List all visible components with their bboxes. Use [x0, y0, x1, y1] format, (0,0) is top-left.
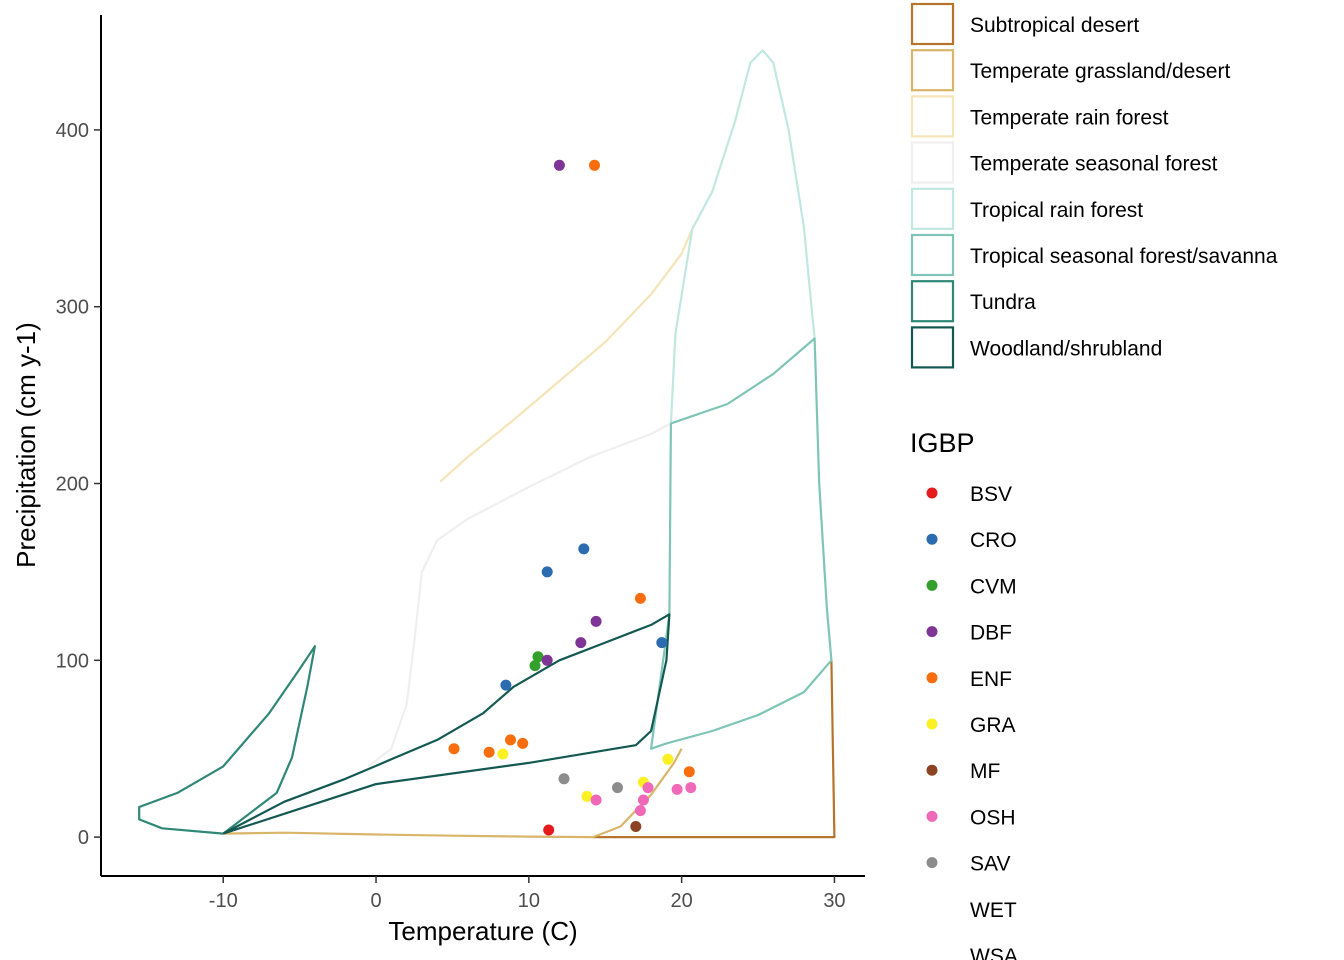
point-gra: [662, 753, 674, 765]
igbp-legend-key: [926, 672, 938, 684]
biome-outline-5: [669, 49, 816, 424]
x-axis-ticks: -10 0 10 20 30: [209, 876, 846, 912]
y-tick-label: 200: [56, 474, 89, 496]
x-tick-label: 10: [518, 890, 540, 912]
biome-legend-key: [910, 233, 955, 277]
point-bsv: [543, 824, 555, 836]
igbp-legend-key: [926, 487, 938, 499]
igbp-legend-key: [926, 626, 938, 638]
igbp-legend-label: GRA: [970, 714, 1016, 737]
y-axis-title: Precipitation (cm y-1): [11, 322, 41, 568]
biome-legend-key: [910, 141, 955, 184]
igbp-legend: BSV CRO CVM DBF ENF GRA MF OSH SAV WET WSA: [926, 483, 1018, 960]
igbp-legend-label: SAV: [970, 853, 1010, 876]
point-osh: [634, 805, 646, 817]
y-tick-label: 300: [56, 297, 89, 319]
point-enf: [634, 592, 646, 604]
igbp-legend-label: MF: [970, 760, 1000, 783]
biome-legend-label: Tropical seasonal forest/savanna: [970, 245, 1278, 268]
point-osh: [637, 794, 649, 806]
biome-legend-label: Tundra: [970, 291, 1036, 314]
point-cro: [656, 637, 668, 649]
biome-legend: Subtropical desert Temperate grassland/de…: [910, 2, 1278, 369]
y-tick-label: 100: [56, 650, 89, 672]
point-cro: [500, 679, 512, 691]
point-mf: [630, 821, 642, 832]
biome-legend-label: Subtropical desert: [970, 14, 1139, 37]
biome-legend-key: [910, 49, 955, 92]
igbp-legend-key: [926, 810, 938, 822]
igbp-legend-label: WSA: [970, 945, 1018, 960]
point-cvm: [532, 651, 544, 663]
biome-legend-key: [910, 95, 955, 138]
igbp-legend-label: ENF: [970, 668, 1012, 691]
igbp-legend-label: BSV: [970, 483, 1012, 506]
igbp-legend-label: DBF: [970, 622, 1012, 645]
biome-legend-label: Woodland/shrubland: [970, 337, 1162, 360]
point-cro: [541, 566, 553, 578]
biome-outline-8: [222, 613, 671, 835]
igbp-legend-label: CRO: [970, 529, 1017, 552]
igbp-legend-label: WET: [970, 899, 1017, 922]
biome-outline-7: [138, 645, 316, 835]
biome-legend-key: [910, 280, 955, 323]
x-axis-title: Temperature (C): [388, 916, 577, 946]
point-dbf: [575, 637, 587, 649]
y-tick-label: 400: [56, 120, 89, 142]
biome-outline-3: [439, 228, 694, 483]
point-sav: [558, 773, 570, 785]
point-cro: [578, 543, 590, 555]
igbp-legend-key: [926, 718, 938, 730]
point-sav: [612, 782, 623, 794]
biome-legend-key: [910, 326, 955, 369]
biome-legend-label: Temperate seasonal forest: [970, 153, 1218, 176]
biome-legend-label: Temperate rain forest: [970, 106, 1169, 129]
igbp-legend-key: [926, 764, 938, 776]
x-tick-label: -10: [209, 890, 238, 912]
x-tick-label: 20: [671, 890, 693, 912]
igbp-legend-key: [926, 579, 938, 591]
x-tick-label: 0: [370, 890, 381, 912]
point-enf: [448, 743, 460, 755]
igbp-legend-label: CVM: [970, 575, 1017, 598]
point-osh: [590, 794, 602, 806]
point-cvm: [529, 660, 541, 672]
point-gra: [581, 790, 593, 802]
point-enf: [483, 746, 495, 758]
biome-legend-key: [910, 187, 955, 230]
igbp-legend-label: OSH: [970, 806, 1016, 829]
igbp-legend-key: [926, 857, 938, 869]
point-gra: [497, 748, 509, 760]
point-osh: [685, 782, 697, 794]
igbp-legend-key: [926, 949, 938, 960]
y-axis-ticks: 0 100 200 300 400: [56, 120, 101, 849]
point-enf: [589, 159, 600, 171]
biome-outline-2: [223, 748, 683, 839]
biome-polygons: [138, 49, 836, 839]
point-enf: [683, 766, 695, 778]
biome-outline-4: [367, 422, 672, 768]
biome-legend-label: Temperate grassland/desert: [970, 60, 1230, 83]
x-tick-label: 30: [823, 890, 845, 912]
igbp-legend-key: [926, 533, 938, 545]
point-osh: [671, 783, 683, 795]
legend-title: IGBP: [910, 428, 975, 458]
igbp-legend-key: [926, 903, 938, 915]
point-enf: [517, 737, 529, 749]
biome-outline-6: [650, 337, 833, 750]
biome-legend-key: [910, 2, 955, 46]
biome-legend-label: Tropical rain forest: [970, 199, 1143, 222]
point-osh: [642, 782, 654, 794]
biome-outline-1: [593, 660, 836, 839]
point-dbf: [590, 615, 602, 627]
y-tick-label: 0: [78, 827, 89, 849]
point-dbf: [541, 654, 553, 666]
point-dbf: [553, 159, 565, 171]
point-enf: [505, 734, 516, 746]
data-points: [448, 159, 697, 836]
